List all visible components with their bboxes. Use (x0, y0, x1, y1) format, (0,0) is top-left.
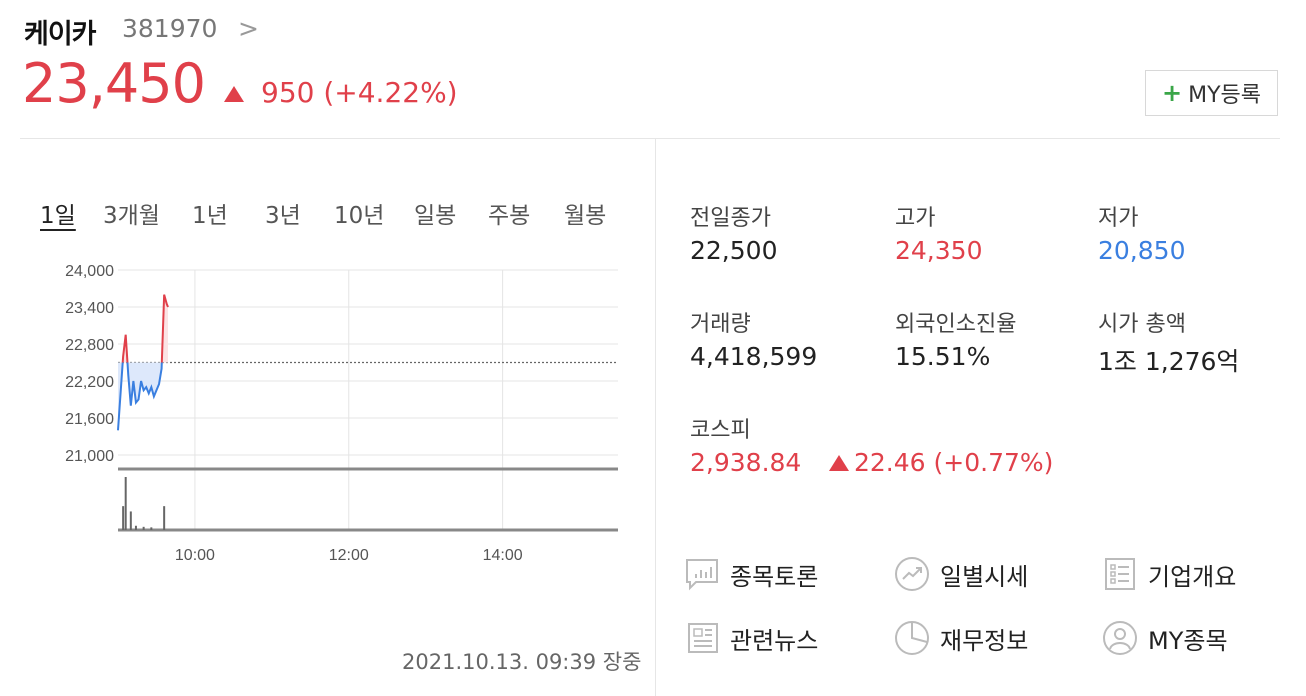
tab-3year[interactable]: 3년 (265, 203, 301, 229)
kospi-change: 22.46 (+0.77%) (854, 448, 1054, 477)
divider-horizontal (20, 138, 1280, 139)
kospi-value: 2,938.84 (690, 448, 802, 477)
price-line-up (121, 294, 169, 363)
tab-1day[interactable]: 1일 (40, 203, 76, 229)
low-value: 20,850 (1098, 236, 1186, 265)
x-tick-label: 14:00 (483, 547, 523, 564)
daily-price-label: 일별시세 (940, 562, 1029, 591)
y-tick-label: 22,800 (65, 337, 114, 354)
tab-daily-candle[interactable]: 일봉 (414, 203, 457, 229)
up-triangle-icon (224, 86, 244, 102)
financials-label: 재무정보 (940, 626, 1029, 655)
news-label: 관련뉴스 (730, 626, 819, 655)
price-line-down (117, 362, 163, 431)
daily-price-link[interactable]: 일별시세 (894, 556, 1028, 592)
volume-bar (163, 506, 166, 530)
y-tick-label: 21,600 (65, 411, 114, 428)
x-tick-label: 10:00 (175, 547, 215, 564)
pie-chart-icon (895, 621, 929, 655)
volume-bar (122, 506, 125, 530)
y-tick-label: 24,000 (65, 263, 114, 280)
volume-bar (124, 477, 127, 530)
my-stocks-label: MY종목 (1148, 626, 1228, 655)
y-tick-label: 21,000 (65, 448, 114, 465)
low-label: 저가 (1098, 206, 1139, 231)
my-stocks-link[interactable]: MY종목 (1102, 620, 1228, 656)
down-area (118, 362, 168, 431)
chat-chart-icon (686, 559, 718, 591)
volume-value: 4,418,599 (690, 342, 818, 371)
current-price: 23,450 (22, 52, 206, 115)
volume-bar (142, 526, 145, 530)
company-overview-label: 기업개요 (1148, 562, 1237, 591)
discussion-label: 종목토론 (730, 562, 819, 591)
y-tick-label: 22,200 (65, 374, 114, 391)
company-overview-link[interactable]: 기업개요 (1102, 556, 1236, 592)
x-tick-label: 12:00 (329, 547, 369, 564)
volume-label: 거래량 (690, 312, 751, 337)
high-label: 고가 (895, 206, 936, 231)
tab-10year[interactable]: 10년 (334, 203, 385, 229)
trend-circle-icon (895, 557, 929, 591)
intraday-chart[interactable]: 24,000 23,400 22,800 22,200 21,600 21,000 10:0… (40, 250, 630, 580)
y-tick-label: 23,400 (65, 300, 114, 317)
plus-icon: + (1161, 79, 1183, 107)
tab-3month[interactable]: 3개월 (103, 203, 160, 229)
timestamp: 2021.10.13. 09:39 장중 (402, 650, 642, 674)
stock-name: 케이카 (24, 19, 97, 50)
my-register-button[interactable]: + MY등록 (1145, 70, 1278, 116)
up-triangle-icon (829, 455, 849, 471)
volume-bar (134, 525, 137, 530)
volume-bar (150, 527, 153, 530)
volume-bar (129, 511, 132, 530)
price-change: 950 (+4.22%) (261, 76, 458, 109)
kospi-label: 코스피 (690, 418, 751, 443)
tab-weekly-candle[interactable]: 주봉 (488, 203, 531, 229)
high-value: 24,350 (895, 236, 983, 265)
prev-close-label: 전일종가 (690, 206, 771, 231)
my-register-label: MY등록 (1188, 83, 1261, 108)
user-circle-icon (1103, 621, 1137, 655)
stock-code[interactable]: 381970 (122, 14, 218, 43)
market-cap-value: 1조 1,276억 (1098, 347, 1240, 376)
financials-link[interactable]: 재무정보 (894, 620, 1028, 656)
news-link[interactable]: 관련뉴스 (684, 620, 818, 656)
newspaper-icon (688, 623, 718, 653)
prev-close-value: 22,500 (690, 236, 778, 265)
tab-1year[interactable]: 1년 (192, 203, 228, 229)
foreign-ratio-label: 외국인소진율 (895, 312, 1017, 337)
list-document-icon (1105, 558, 1135, 590)
foreign-ratio-value: 15.51% (895, 342, 991, 371)
tab-monthly-candle[interactable]: 월봉 (564, 203, 607, 229)
chevron-right-icon[interactable]: > (238, 14, 259, 43)
divider-vertical (655, 139, 656, 696)
discussion-link[interactable]: 종목토론 (684, 556, 818, 592)
up-area (118, 294, 168, 363)
market-cap-label: 시가 총액 (1098, 312, 1186, 337)
